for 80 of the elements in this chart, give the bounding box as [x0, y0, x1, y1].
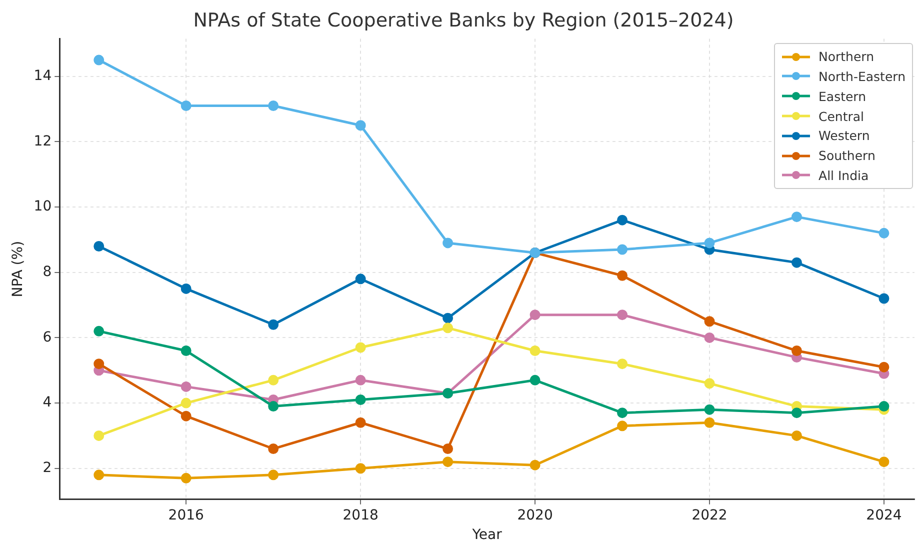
point	[442, 322, 454, 334]
y-tick-label: 10	[34, 198, 52, 215]
point	[355, 463, 366, 474]
point	[530, 310, 540, 320]
point	[268, 444, 279, 454]
point	[268, 374, 279, 386]
y-tick-label: 14	[34, 68, 52, 84]
point	[617, 358, 628, 370]
y-axis-title: NPA (%)	[10, 240, 26, 298]
point	[268, 470, 279, 480]
point	[791, 408, 802, 418]
y-tick-label: 12	[34, 133, 52, 150]
point	[442, 312, 454, 324]
point	[704, 332, 715, 343]
y-tick-label: 6	[42, 329, 52, 346]
point	[94, 54, 104, 66]
point	[442, 238, 454, 248]
point	[268, 100, 279, 112]
point	[617, 408, 628, 418]
point	[94, 430, 104, 441]
point	[530, 374, 540, 386]
point	[94, 240, 104, 252]
point	[355, 417, 366, 428]
point	[355, 374, 366, 386]
legend-label: Southern	[818, 148, 876, 164]
point	[617, 214, 628, 226]
point	[180, 381, 192, 392]
point	[704, 378, 715, 389]
point	[355, 342, 366, 353]
point	[878, 362, 890, 372]
point	[791, 430, 802, 441]
point	[355, 274, 366, 284]
x-tick-label: 2024	[866, 507, 902, 524]
legend-label: Western	[818, 128, 870, 144]
legend-label: All India	[818, 168, 869, 183]
x-axis-title: Year	[471, 527, 502, 544]
point	[704, 404, 715, 415]
y-tick-label: 2	[42, 460, 52, 476]
point	[791, 257, 802, 268]
point	[617, 310, 628, 320]
point	[704, 238, 715, 248]
legend-label: Eastern	[818, 88, 866, 104]
point	[791, 212, 802, 222]
point	[791, 346, 802, 356]
y-tick-label: 8	[42, 264, 52, 280]
point	[878, 293, 890, 304]
legend-label: North-Eastern	[818, 68, 906, 84]
point	[530, 346, 540, 356]
point	[617, 270, 628, 281]
point	[704, 316, 715, 327]
point	[355, 394, 366, 406]
point	[704, 417, 715, 428]
point	[94, 358, 104, 370]
point	[442, 444, 454, 454]
point	[617, 420, 628, 432]
point	[878, 456, 890, 468]
point	[878, 401, 890, 412]
point	[180, 283, 192, 294]
point	[268, 319, 279, 330]
point	[94, 326, 104, 336]
point	[878, 228, 890, 238]
chart-title: NPAs of State Cooperative Banks by Region (2015–2024)	[193, 9, 734, 32]
point	[530, 460, 540, 470]
x-tick-label: 2016	[168, 507, 204, 524]
point	[180, 346, 192, 356]
point	[180, 100, 192, 112]
point	[94, 470, 104, 480]
point	[180, 398, 192, 408]
point	[355, 120, 366, 131]
x-tick-label: 2022	[692, 507, 728, 524]
point	[617, 244, 628, 255]
legend-label: Central	[818, 108, 864, 124]
point	[442, 456, 454, 468]
y-tick-label: 4	[42, 394, 52, 411]
x-tick-label: 2020	[517, 507, 553, 524]
point	[268, 401, 279, 412]
legend-label: Northern	[818, 49, 874, 64]
point	[180, 472, 192, 484]
point	[180, 410, 192, 422]
x-tick-label: 2018	[342, 507, 378, 524]
